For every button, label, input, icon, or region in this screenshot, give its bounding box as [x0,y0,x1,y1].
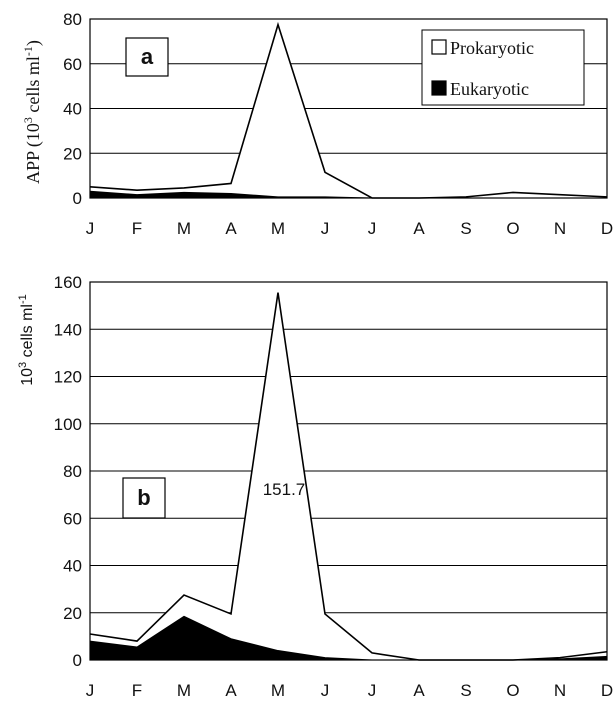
x-tick-label: F [132,219,142,238]
x-tick-label: J [368,681,377,700]
panel-a-plot-frame [89,18,608,199]
x-tick-label: J [321,219,330,238]
panel-b-gridlines [90,281,607,661]
panel-a-y-tick-labels: 0 20 40 60 80 [63,10,82,208]
x-tick-label: F [132,681,142,700]
x-tick-label: A [225,681,237,700]
total-area [90,292,607,660]
panel-b-areas [89,292,608,661]
x-tick-label: J [321,681,330,700]
x-tick-label: D [601,681,613,700]
y-tick-label: 160 [54,273,82,292]
y-tick-label: 80 [63,10,82,29]
y-tick-label: 0 [73,189,82,208]
total-line [89,21,608,199]
panel-b-chart: 0 20 40 60 80 100 120 140 160 J F M A M J J A S O N D b 151… [17,273,613,700]
x-tick-label: N [554,681,566,700]
y-tick-label: 100 [54,415,82,434]
y-tick-label: 20 [63,144,82,163]
panel-a-letter-box [125,37,169,77]
panel-a-chart: 0 20 40 60 80 J F M A M J J A S O N D a Prokaryotic Euk… [21,10,613,238]
x-tick-label: D [601,219,613,238]
x-tick-label: A [225,219,237,238]
legend-frame [421,29,585,106]
x-tick-label: S [460,681,471,700]
y-tick-label: 60 [63,55,82,74]
x-tick-label: S [460,219,471,238]
x-tick-label: M [177,219,191,238]
x-tick-label: A [413,219,425,238]
legend-label-prokaryotic: Prokaryotic [450,38,534,58]
panel-b-peak-annotation: 151.7 [263,480,306,499]
y-tick-label: 40 [63,557,82,576]
panel-a-y-axis-label: APP (103 cells ml-1) [21,40,44,184]
y-tick-label: 0 [73,651,82,670]
y-tick-label: 120 [54,368,82,387]
panel-a-letter: a [141,44,154,69]
y-tick-label: 140 [54,320,82,339]
legend-swatch-eukaryotic [431,80,447,96]
panel-b-letter: b [137,485,150,510]
total-line [89,292,608,661]
x-tick-label: O [506,219,519,238]
x-tick-label: O [506,681,519,700]
x-tick-label: A [413,681,425,700]
legend-label-eukaryotic: Eukaryotic [450,79,529,99]
panel-a-legend: Prokaryotic Eukaryotic [421,29,585,106]
x-tick-label: J [86,681,95,700]
x-tick-label: J [86,219,95,238]
x-tick-label: J [368,219,377,238]
y-tick-label: 40 [63,100,82,119]
y-tick-label: 80 [63,462,82,481]
x-tick-label: M [271,219,285,238]
panel-b-plot-frame [89,281,608,661]
x-tick-label: M [177,681,191,700]
legend-swatch-prokaryotic [431,39,447,55]
x-tick-label: N [554,219,566,238]
panel-b-y-tick-labels: 0 20 40 60 80 100 120 140 160 [54,273,82,670]
y-tick-label: 60 [63,509,82,528]
x-tick-label: M [271,681,285,700]
panel-b-y-axis-label: 103 cells ml-1 [17,294,36,385]
y-tick-label: 20 [63,604,82,623]
panel-b-letter-box [122,477,166,519]
panel-b-series-lines [89,292,608,661]
